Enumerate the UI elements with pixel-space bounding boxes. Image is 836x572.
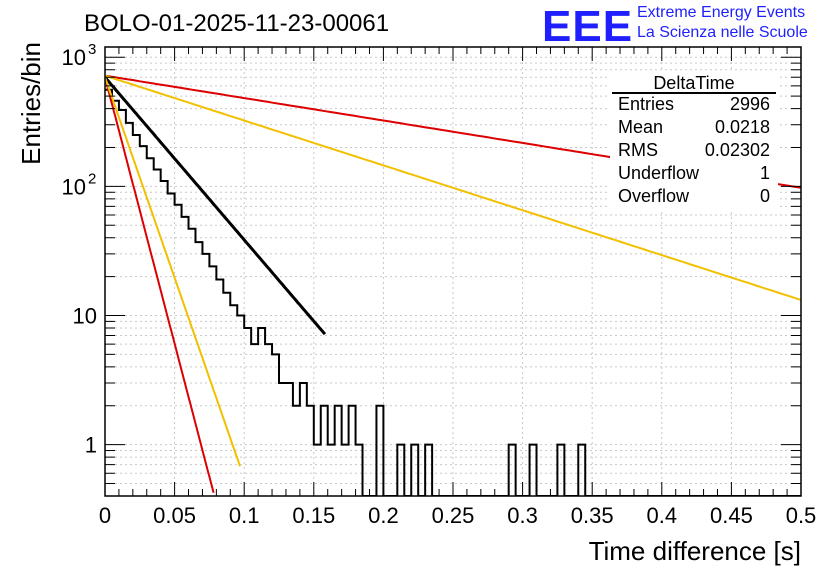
x-axis-title: Time difference [s] bbox=[589, 536, 801, 566]
x-tick-label: 0.15 bbox=[292, 503, 335, 528]
y-tick-label: 10 bbox=[62, 45, 86, 70]
x-tick-label: 0.05 bbox=[153, 503, 196, 528]
stats-value: 0.0218 bbox=[715, 117, 770, 137]
x-tick-label: 0 bbox=[99, 503, 111, 528]
stats-label: Overflow bbox=[618, 186, 690, 206]
stats-value: 0 bbox=[760, 186, 770, 206]
y-tick-label: 10 bbox=[62, 174, 86, 199]
y-axis-ticks bbox=[105, 56, 801, 497]
curve-exponential-fit bbox=[105, 76, 327, 336]
y-tick-label: 1 bbox=[85, 433, 97, 458]
stats-value: 0.02302 bbox=[705, 140, 770, 160]
x-tick-label: 0.45 bbox=[710, 503, 753, 528]
y-tick-label: 10 bbox=[73, 303, 97, 328]
stats-value: 1 bbox=[760, 163, 770, 183]
x-axis-ticks bbox=[104, 47, 802, 496]
curve-yellow-shallow bbox=[105, 74, 801, 301]
x-tick-label: 0.35 bbox=[571, 503, 614, 528]
x-tick-label: 0.3 bbox=[507, 503, 538, 528]
stats-label: Entries bbox=[618, 94, 674, 114]
stats-box-bg bbox=[610, 72, 778, 212]
histogram-group bbox=[105, 88, 801, 496]
histogram-steps bbox=[105, 88, 801, 496]
x-tick-label: 0.1 bbox=[229, 503, 260, 528]
x-tick-label: 0.25 bbox=[432, 503, 475, 528]
curve-yellow-steep bbox=[105, 76, 241, 467]
plot-title: BOLO-01-2025-11-23-00061 bbox=[84, 10, 390, 37]
stats-label: Mean bbox=[618, 117, 663, 137]
fit-curves bbox=[105, 74, 801, 494]
x-tick-label: 0.5 bbox=[786, 503, 817, 528]
y-tick-exponent: 2 bbox=[88, 170, 96, 187]
stats-value: 2996 bbox=[730, 94, 770, 114]
eee-logo: EEE bbox=[542, 2, 634, 51]
stats-label: Underflow bbox=[618, 163, 700, 183]
stats-title: DeltaTime bbox=[653, 73, 734, 93]
y-axis-title: Entries/bin bbox=[16, 42, 46, 165]
curve-red-steep bbox=[105, 76, 215, 494]
x-tick-label: 0.2 bbox=[368, 503, 399, 528]
x-tick-label: 0.4 bbox=[647, 503, 678, 528]
logo-line-1: Extreme Energy Events bbox=[637, 4, 806, 21]
stats-label: RMS bbox=[618, 140, 658, 160]
logo-line-2: La Scienza nelle Scuole bbox=[637, 24, 808, 41]
y-tick-exponent: 3 bbox=[88, 41, 96, 58]
